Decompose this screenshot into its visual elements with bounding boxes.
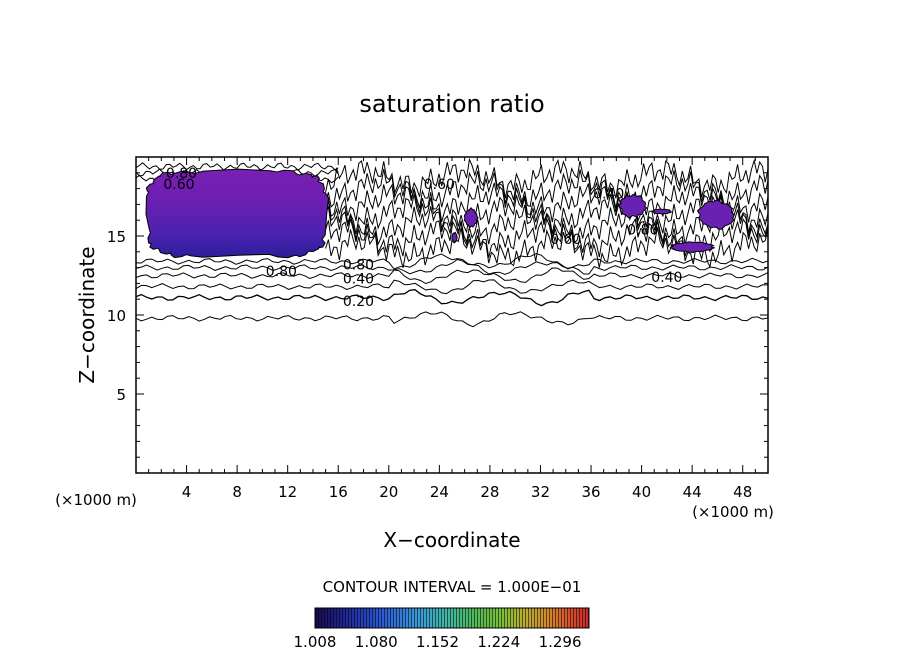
- x-tick-label: 32: [531, 483, 550, 501]
- x-axis-label: X−coordinate: [383, 528, 520, 552]
- x-tick-label: 36: [581, 483, 600, 501]
- contour-line-upper-6: [325, 157, 768, 199]
- contour-line-top-2: [136, 162, 339, 171]
- contour-line-upper-0: [325, 227, 768, 269]
- contour-line-upper-5: [325, 168, 768, 210]
- colorbar-tick-label: 1.080: [355, 633, 398, 651]
- contour-label: 0.20: [343, 294, 374, 310]
- contour-label: 0.40: [651, 270, 682, 286]
- x-tick-label: 28: [480, 483, 499, 501]
- y-tick-label: 10: [107, 307, 126, 325]
- x-tick-label: 20: [379, 483, 398, 501]
- contour-label: 0.80: [266, 264, 297, 280]
- y-axis-label: Z−coordinate: [75, 246, 99, 383]
- x-tick-label: 44: [683, 483, 702, 501]
- colorbar-tick-label: 1.152: [416, 633, 459, 651]
- y-tick-label: 15: [107, 228, 126, 246]
- supersaturated-region-1: [463, 207, 479, 229]
- contour-line-4: [136, 252, 768, 270]
- x-tick-label: 48: [733, 483, 752, 501]
- contour-line-upper-4: [325, 182, 768, 223]
- x-tick-label: 8: [232, 483, 242, 501]
- colorbar-tick-label: 1.224: [477, 633, 520, 651]
- x-tick-label: 12: [278, 483, 297, 501]
- contour-label: 0.80: [166, 166, 197, 182]
- supersaturated-region-3: [618, 194, 648, 219]
- contour-line-3: [136, 258, 768, 275]
- contour-label: 0.40: [343, 272, 374, 288]
- x-tick-label: 24: [430, 483, 449, 501]
- contour-label: 0.60: [424, 177, 455, 193]
- x-tick-label: 16: [329, 483, 348, 501]
- colorbar-stripes: [315, 608, 589, 628]
- x-tick-label: 40: [632, 483, 651, 501]
- contour-line-2: [136, 267, 768, 285]
- supersaturated-region-2: [451, 231, 458, 244]
- plot-area: 0.800.60 0.600.400.800.600.80 0.800.40 0.40…: [136, 157, 768, 328]
- colorbar-tick-label: 1.296: [539, 633, 582, 651]
- contour-line-1: [136, 279, 768, 295]
- chart-title: saturation ratio: [359, 90, 544, 118]
- colorbar: 1.008 1.080 1.152 1.224 1.296: [294, 607, 590, 651]
- contour-label: 0.80: [627, 223, 658, 239]
- supersaturated-region-5: [696, 199, 735, 230]
- supersaturated-region-6: [669, 241, 715, 253]
- contour-interval-text: CONTOUR INTERVAL = 1.000E−01: [323, 578, 582, 596]
- supersaturated-region-4: [650, 208, 673, 215]
- x-axis-unit: (×1000 m): [692, 503, 774, 521]
- contour-label: 0.80: [343, 257, 374, 273]
- y-tick-label: 5: [116, 386, 126, 404]
- contour-label: 0.60: [163, 177, 194, 193]
- supersaturated-region-0: [145, 168, 330, 259]
- contour-label: 0.40: [593, 186, 624, 202]
- colorbar-tick-label: 1.008: [294, 633, 337, 651]
- contour-line-0: [136, 289, 768, 307]
- contour-line-5: [136, 311, 768, 328]
- colorbar-frame: [314, 607, 590, 629]
- x-tick-label: 4: [182, 483, 192, 501]
- y-axis-unit: (×1000 m): [55, 491, 137, 509]
- contour-line-upper-3: [325, 193, 768, 235]
- contour-label: 0.60: [550, 232, 581, 248]
